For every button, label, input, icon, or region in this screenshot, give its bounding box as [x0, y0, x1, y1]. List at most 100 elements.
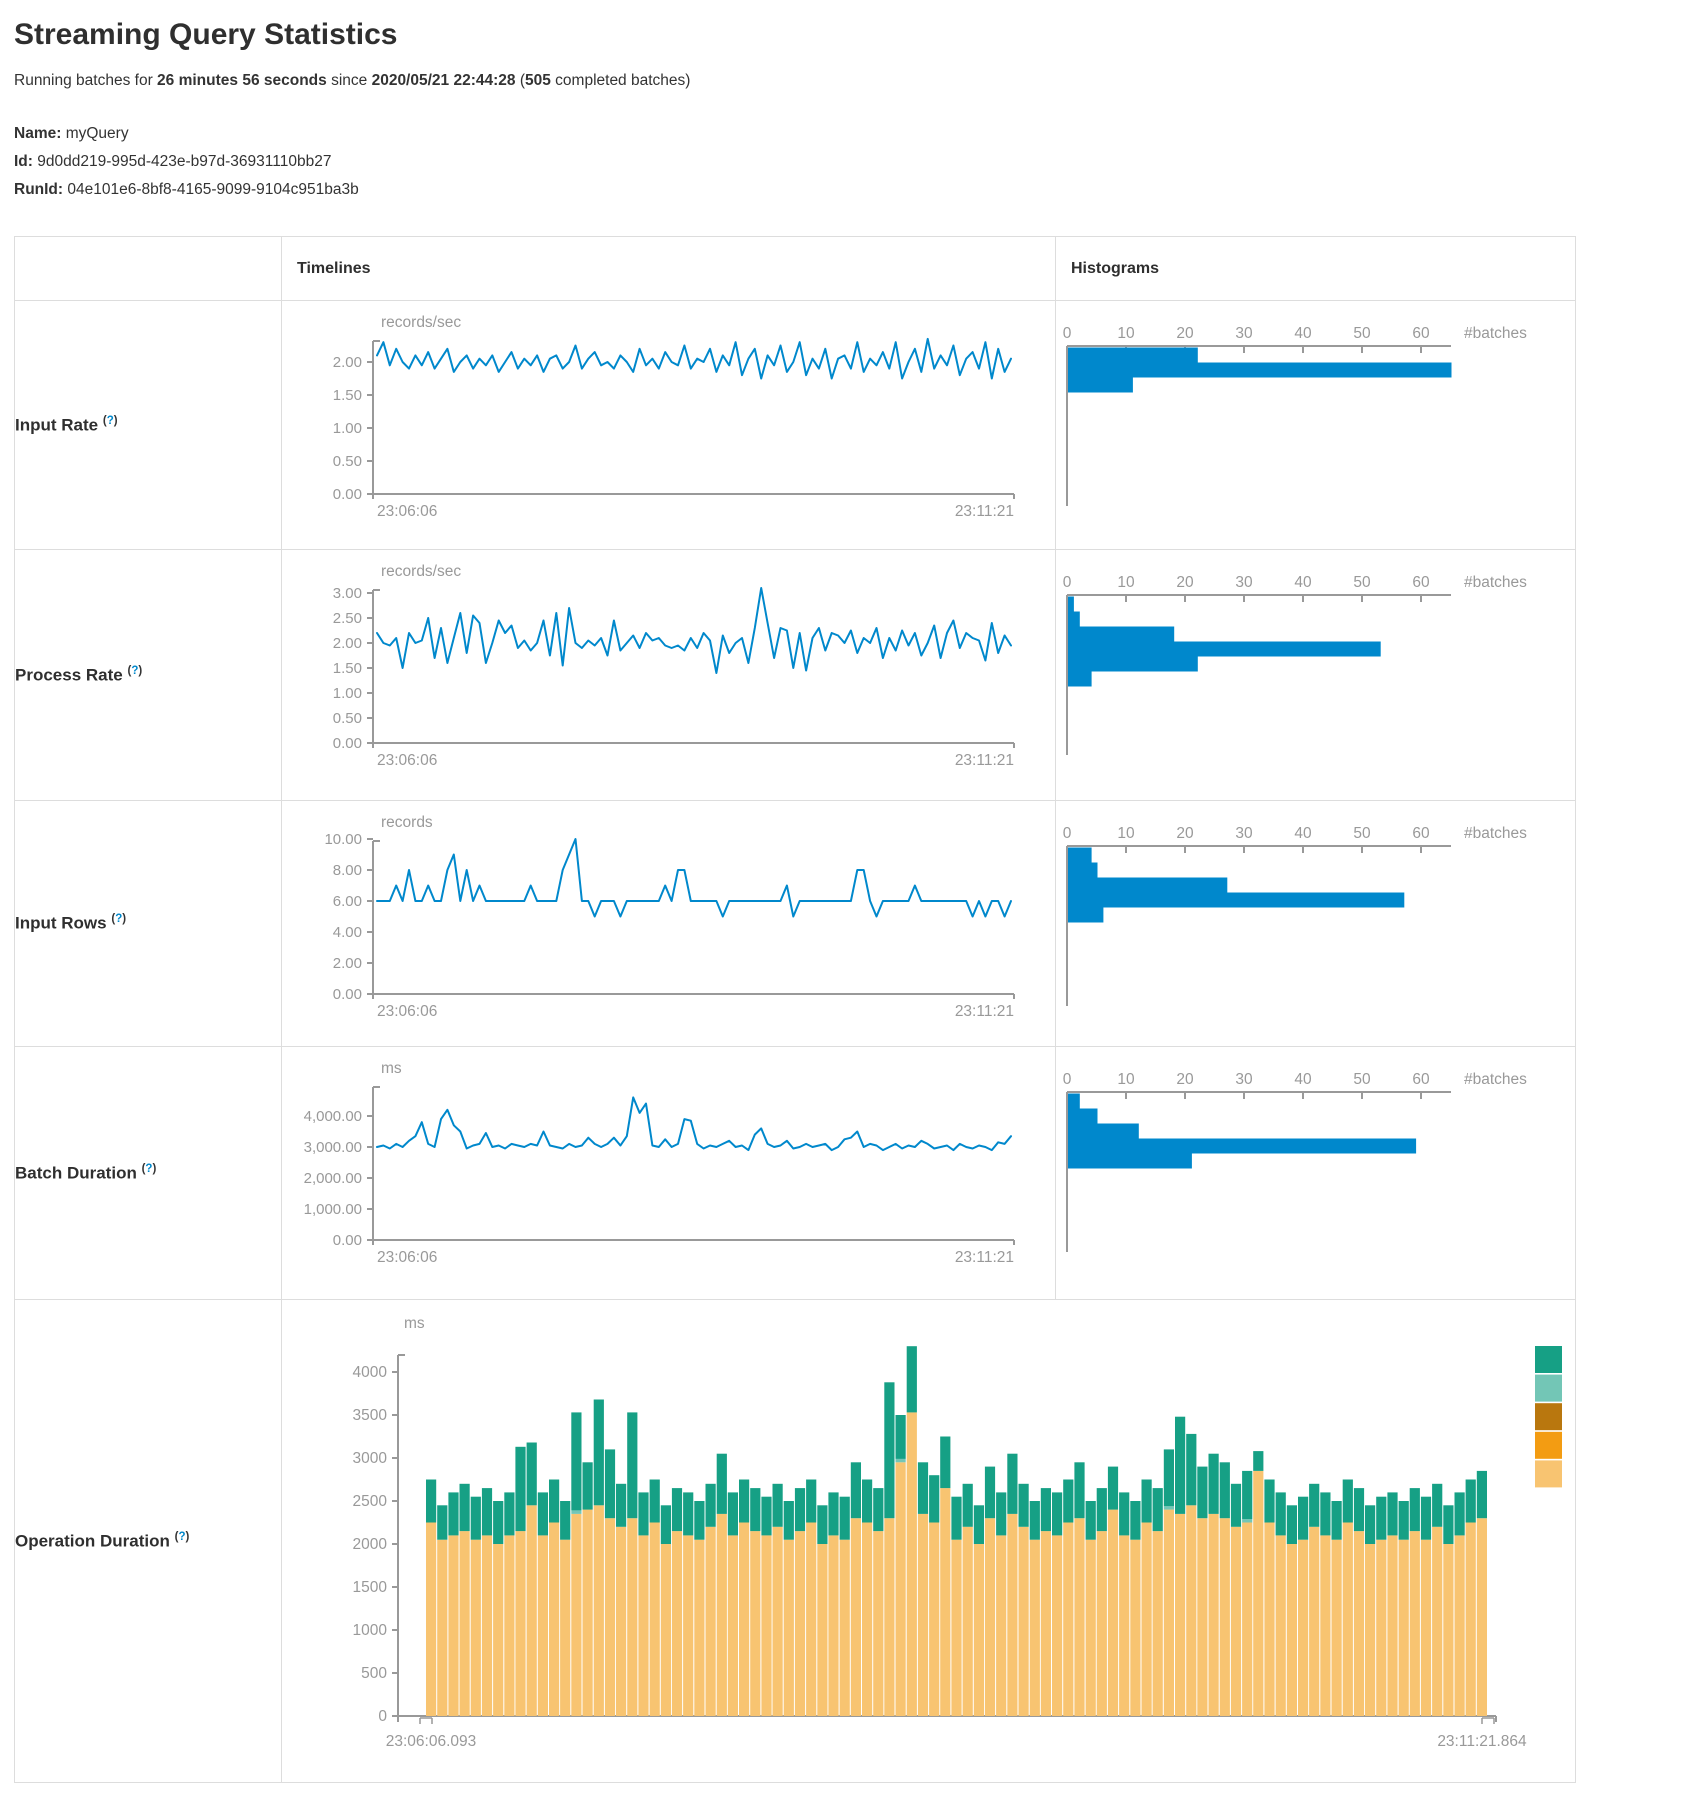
help-icon-input-rows[interactable]: (?): [111, 913, 127, 926]
svg-text:3.00: 3.00: [333, 585, 362, 602]
summary-duration: 26 minutes 56 seconds: [157, 72, 327, 89]
process-rate-timeline-chart: records/sec 0.00 0.50 1.00 1.50 2.00 2.50 3.00 2…: [333, 563, 1015, 769]
svg-text:0.00: 0.00: [333, 986, 362, 1003]
help-icon-operation-duration[interactable]: (?): [174, 1530, 190, 1543]
svg-text:23:11:21: 23:11:21: [955, 752, 1014, 769]
svg-text:20: 20: [1176, 825, 1194, 842]
svg-text:23:06:06: 23:06:06: [377, 752, 437, 769]
operation-duration-stacked-chart: ms 0 500 1000 1500 2000 2500 3000 3500 4000 23:06:…: [353, 1315, 1562, 1750]
row-process-rate: Process Rate (?) records/sec 0.00 0.50 1.00…: [14, 549, 1576, 801]
svg-text:30: 30: [1235, 1071, 1253, 1088]
help-icon-input-rate[interactable]: (?): [102, 414, 118, 427]
help-icon-process-rate[interactable]: (?): [127, 664, 143, 677]
input-rows-histogram-chart: 0 10 20 30 40 50 60 #batches: [1063, 825, 1527, 1006]
svg-text:20: 20: [1176, 325, 1194, 342]
summary-middle: since: [326, 72, 372, 89]
row-label-input-rows: Input Rows: [15, 913, 107, 933]
help-icon-batch-duration[interactable]: (?): [141, 1162, 157, 1175]
query-name-line: Name: myQuery: [14, 120, 1679, 148]
svg-text:60: 60: [1412, 574, 1430, 591]
svg-text:0.00: 0.00: [333, 735, 362, 752]
svg-text:23:11:21.864: 23:11:21.864: [1437, 1733, 1527, 1750]
svg-text:30: 30: [1235, 325, 1253, 342]
svg-text:60: 60: [1412, 1071, 1430, 1088]
process-rate-histogram-chart: 0 10 20 30 40 50 60 #batches: [1063, 574, 1527, 755]
svg-text:0: 0: [1063, 825, 1072, 842]
svg-text:0.00: 0.00: [333, 486, 362, 503]
svg-text:ms: ms: [381, 1060, 402, 1077]
svg-text:2.00: 2.00: [333, 354, 362, 371]
svg-text:records/sec: records/sec: [381, 314, 461, 331]
svg-text:10: 10: [1117, 574, 1135, 591]
svg-text:2.00: 2.00: [333, 955, 362, 972]
row-label-batch-duration: Batch Duration: [15, 1163, 137, 1183]
svg-text:23:11:21: 23:11:21: [955, 1003, 1014, 1020]
svg-text:1500: 1500: [353, 1579, 388, 1596]
input-rate-histogram-chart: 0 10 20 30 40 50 60 #batches: [1063, 325, 1527, 506]
svg-text:23:06:06: 23:06:06: [377, 1003, 437, 1020]
svg-text:3000: 3000: [353, 1450, 388, 1467]
svg-text:23:06:06: 23:06:06: [377, 503, 437, 520]
svg-text:1000: 1000: [353, 1622, 388, 1639]
svg-text:1.00: 1.00: [333, 420, 362, 437]
svg-text:50: 50: [1353, 325, 1371, 342]
svg-text:0: 0: [1063, 1071, 1072, 1088]
row-label-process-rate: Process Rate: [15, 665, 123, 685]
svg-text:0.50: 0.50: [333, 710, 362, 727]
svg-text:23:11:21: 23:11:21: [955, 1249, 1014, 1266]
svg-text:2,000.00: 2,000.00: [304, 1170, 362, 1187]
svg-text:60: 60: [1412, 825, 1430, 842]
svg-text:0: 0: [1063, 325, 1072, 342]
svg-text:3,000.00: 3,000.00: [304, 1139, 362, 1156]
row-label-input-rate: Input Rate: [15, 415, 99, 435]
query-runid-line: RunId: 04e101e6-8bf8-4165-9099-9104c951b…: [14, 176, 1679, 204]
svg-text:0.00: 0.00: [333, 1232, 362, 1249]
svg-text:23:06:06: 23:06:06: [377, 1249, 437, 1266]
query-id-line: Id: 9d0dd219-995d-423e-b97d-36931110bb27: [14, 148, 1679, 176]
svg-text:40: 40: [1294, 574, 1312, 591]
summary-batch-count: 505: [524, 72, 551, 89]
svg-text:20: 20: [1176, 1071, 1194, 1088]
svg-text:23:06:06.093: 23:06:06.093: [386, 1733, 477, 1750]
row-label-operation-duration: Operation Duration: [15, 1531, 170, 1551]
svg-text:2.50: 2.50: [333, 610, 362, 627]
svg-text:40: 40: [1294, 325, 1312, 342]
header-blank-cell: [14, 236, 282, 301]
svg-text:1.00: 1.00: [333, 685, 362, 702]
query-id-label: Id:: [14, 153, 33, 170]
svg-text:4,000.00: 4,000.00: [304, 1108, 362, 1125]
row-batch-duration: Batch Duration (?) ms 0.00 1,000.00 2,000.0…: [14, 1046, 1576, 1300]
column-header-histograms: Histograms: [1055, 236, 1576, 301]
svg-text:10.00: 10.00: [324, 831, 362, 848]
svg-text:23:11:21: 23:11:21: [955, 503, 1014, 520]
query-meta: Name: myQuery Id: 9d0dd219-995d-423e-b97…: [14, 120, 1679, 204]
svg-text:4.00: 4.00: [333, 924, 362, 941]
batch-duration-timeline-chart: ms 0.00 1,000.00 2,000.00 3,000.00 4,000.00 23…: [304, 1060, 1015, 1266]
summary-start-time: 2020/05/21 22:44:28: [371, 72, 516, 89]
svg-text:40: 40: [1294, 825, 1312, 842]
svg-text:1.50: 1.50: [333, 387, 362, 404]
svg-text:records: records: [381, 814, 433, 831]
summary-suffix: completed batches): [550, 72, 691, 89]
query-id-value: 9d0dd219-995d-423e-b97d-36931110bb27: [37, 153, 332, 170]
svg-text:4000: 4000: [353, 1364, 388, 1381]
svg-text:#batches: #batches: [1464, 325, 1527, 342]
svg-text:2000: 2000: [353, 1536, 388, 1553]
svg-text:50: 50: [1353, 1071, 1371, 1088]
summary-paren: (: [515, 72, 525, 89]
summary-prefix: Running batches for: [14, 72, 158, 89]
svg-text:2.00: 2.00: [333, 635, 362, 652]
running-summary: Running batches for 26 minutes 56 second…: [14, 72, 1679, 90]
svg-text:500: 500: [361, 1665, 387, 1682]
svg-text:records/sec: records/sec: [381, 563, 461, 580]
svg-text:30: 30: [1235, 825, 1253, 842]
svg-text:10: 10: [1117, 825, 1135, 842]
svg-text:50: 50: [1353, 825, 1371, 842]
batch-duration-histogram-chart: 0 10 20 30 40 50 60 #batches: [1063, 1071, 1527, 1252]
svg-text:#batches: #batches: [1464, 574, 1527, 591]
svg-text:#batches: #batches: [1464, 825, 1527, 842]
input-rows-timeline-chart: records 0.00 2.00 4.00 6.00 8.00 10.00 23:06:06…: [324, 814, 1015, 1020]
svg-text:1,000.00: 1,000.00: [304, 1201, 362, 1218]
table-header-row: Timelines Histograms: [14, 236, 1576, 301]
svg-text:0.50: 0.50: [333, 453, 362, 470]
